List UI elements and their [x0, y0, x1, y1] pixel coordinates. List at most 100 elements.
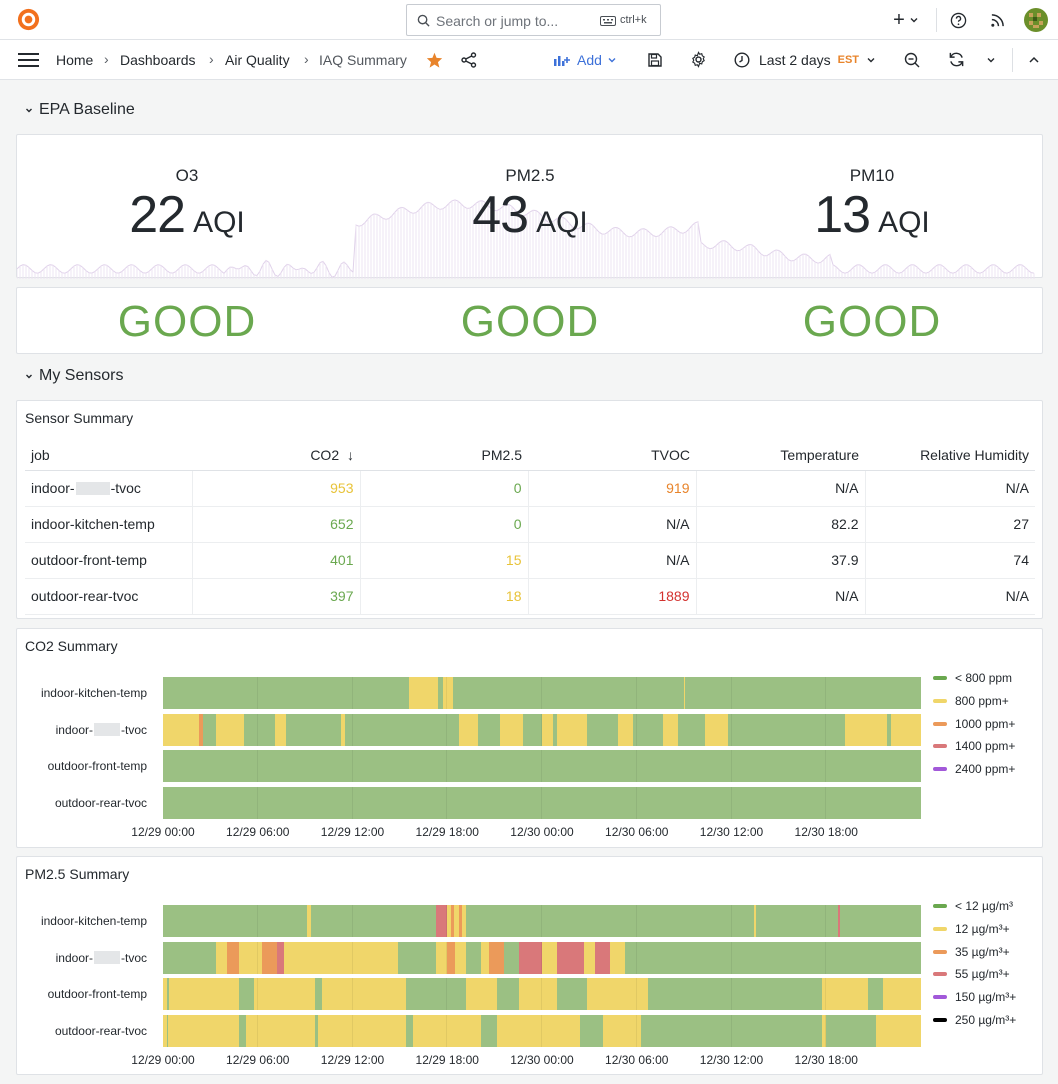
state-segment[interactable] [617, 713, 633, 746]
state-segment[interactable] [496, 978, 520, 1010]
state-segment[interactable] [409, 677, 439, 709]
state-segment[interactable] [227, 941, 239, 974]
state-segment[interactable] [166, 978, 170, 1010]
state-segment[interactable] [275, 713, 286, 746]
column-header-co2[interactable]: CO2 ↓ [192, 440, 360, 471]
state-segment[interactable] [438, 677, 444, 709]
timeline-lane[interactable] [163, 786, 921, 819]
state-segment[interactable] [466, 941, 482, 974]
state-segment[interactable] [496, 1014, 580, 1047]
state-segment[interactable] [678, 713, 705, 746]
state-segment[interactable] [557, 941, 584, 974]
state-segment[interactable] [168, 1014, 239, 1047]
state-segment[interactable] [451, 905, 455, 937]
user-avatar[interactable] [1024, 8, 1048, 32]
state-segment[interactable] [632, 713, 664, 746]
state-segment[interactable] [481, 1014, 497, 1047]
state-segment[interactable] [519, 978, 558, 1010]
state-segment[interactable] [648, 978, 823, 1010]
state-segment[interactable] [755, 905, 838, 937]
state-segment[interactable] [163, 677, 410, 709]
state-segment[interactable] [826, 1014, 876, 1047]
state-segment[interactable] [238, 941, 262, 974]
state-segment[interactable] [625, 941, 921, 974]
column-header-job[interactable]: job [25, 440, 192, 471]
state-segment[interactable] [583, 941, 596, 974]
state-segment[interactable] [466, 978, 497, 1010]
state-segment[interactable] [447, 941, 455, 974]
state-segment[interactable] [413, 1014, 482, 1047]
state-segment[interactable] [839, 905, 921, 937]
save-icon[interactable] [648, 53, 662, 67]
help-icon[interactable] [950, 12, 967, 29]
state-segment[interactable] [163, 786, 921, 819]
state-segment[interactable] [163, 905, 308, 937]
legend-item[interactable]: 55 µg/m³+ [933, 967, 1010, 981]
row-my-sensors[interactable]: My Sensors [24, 367, 123, 385]
state-segment[interactable] [238, 978, 254, 1010]
state-segment[interactable] [435, 941, 448, 974]
state-segment[interactable] [344, 713, 459, 746]
state-segment[interactable] [163, 941, 217, 974]
state-segment[interactable] [519, 941, 542, 974]
state-segment[interactable] [166, 1014, 169, 1047]
timeline-lane[interactable] [163, 677, 921, 709]
state-segment[interactable] [216, 713, 245, 746]
state-segment[interactable] [284, 941, 300, 974]
state-segment[interactable] [454, 905, 459, 937]
refresh-icon[interactable] [948, 51, 965, 68]
zoom-out-icon[interactable] [904, 52, 920, 68]
grafana-logo-icon[interactable] [16, 7, 41, 32]
legend-item[interactable]: 800 ppm+ [933, 694, 1009, 708]
legend-item[interactable]: 35 µg/m³+ [933, 945, 1010, 959]
timeline-lane[interactable] [163, 1014, 921, 1047]
state-segment[interactable] [822, 978, 868, 1010]
state-segment[interactable] [261, 941, 277, 974]
timeline-lane[interactable] [163, 905, 921, 937]
legend-item[interactable]: 150 µg/m³+ [933, 990, 1016, 1004]
state-segment[interactable] [318, 1014, 406, 1047]
legend-item[interactable]: 250 µg/m³+ [933, 1013, 1016, 1027]
state-segment[interactable] [875, 1014, 921, 1047]
state-segment[interactable] [822, 1014, 827, 1047]
state-segment[interactable] [458, 713, 478, 746]
state-segment[interactable] [610, 941, 626, 974]
state-segment[interactable] [640, 1014, 823, 1047]
state-segment[interactable] [557, 713, 588, 746]
time-range-picker[interactable]: Last 2 days EST [734, 50, 876, 70]
state-segment[interactable] [587, 978, 649, 1010]
state-segment[interactable] [443, 677, 454, 709]
state-segment[interactable] [837, 905, 840, 937]
state-segment[interactable] [488, 941, 505, 974]
state-segment[interactable] [477, 713, 501, 746]
state-segment[interactable] [307, 905, 311, 937]
news-feed-icon[interactable] [990, 13, 1005, 28]
state-segment[interactable] [754, 905, 756, 937]
state-segment[interactable] [579, 1014, 603, 1047]
state-segment[interactable] [500, 713, 524, 746]
state-segment[interactable] [704, 713, 728, 746]
state-segment[interactable] [683, 677, 686, 709]
state-segment[interactable] [203, 713, 217, 746]
state-segment[interactable] [405, 1014, 414, 1047]
state-segment[interactable] [557, 978, 588, 1010]
state-segment[interactable] [238, 1014, 247, 1047]
state-segment[interactable] [458, 905, 462, 937]
state-segment[interactable] [314, 1014, 319, 1047]
menu-icon[interactable] [18, 53, 39, 67]
state-segment[interactable] [285, 713, 342, 746]
state-segment[interactable] [163, 1014, 167, 1047]
state-segment[interactable] [397, 941, 436, 974]
column-header-relative-humidity[interactable]: Relative Humidity [865, 440, 1035, 471]
state-segment[interactable] [845, 713, 887, 746]
refresh-interval-chevron-icon[interactable] [986, 55, 996, 65]
state-segment[interactable] [163, 750, 921, 782]
state-segment[interactable] [453, 677, 684, 709]
state-segment[interactable] [587, 713, 618, 746]
state-segment[interactable] [595, 941, 611, 974]
state-segment[interactable] [169, 978, 239, 1010]
state-segment[interactable] [244, 713, 276, 746]
breadcrumb-dashboards[interactable]: Dashboards [120, 52, 196, 68]
state-segment[interactable] [163, 978, 167, 1010]
state-segment[interactable] [276, 941, 285, 974]
